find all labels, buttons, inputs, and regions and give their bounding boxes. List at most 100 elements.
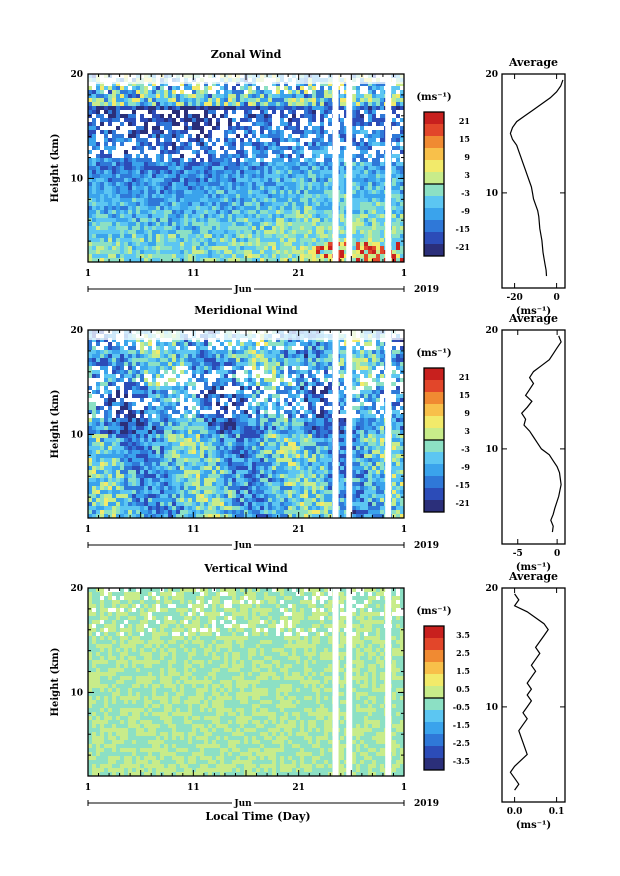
heatmap-cell xyxy=(272,126,277,131)
heatmap-cell xyxy=(184,86,189,91)
heatmap-cell xyxy=(96,154,101,159)
heatmap-cell xyxy=(308,190,313,195)
heatmap-cell xyxy=(368,150,373,155)
heatmap-cell xyxy=(100,390,105,395)
heatmap-cell xyxy=(140,166,145,171)
heatmap-cell xyxy=(220,250,225,255)
heatmap-cell xyxy=(104,374,109,379)
heatmap-cell xyxy=(100,358,105,363)
heatmap-cell xyxy=(88,478,93,483)
heatmap-cell xyxy=(220,106,225,111)
heatmap-cell xyxy=(116,342,121,347)
heatmap-cell xyxy=(148,418,153,423)
heatmap-cell xyxy=(124,234,129,239)
heatmap-cell xyxy=(132,234,137,239)
heatmap-cell xyxy=(360,130,365,135)
heatmap-cell xyxy=(136,342,141,347)
heatmap-cell xyxy=(324,230,329,235)
heatmap-cell xyxy=(88,254,93,259)
heatmap-cell xyxy=(140,362,145,367)
heatmap-cell xyxy=(232,158,237,163)
heatmap-cell xyxy=(228,258,233,263)
heatmap-cell xyxy=(256,98,261,103)
heatmap-cell xyxy=(100,138,105,143)
heatmap-cell xyxy=(176,446,181,451)
heatmap-cell xyxy=(112,114,117,119)
heatmap-cell xyxy=(176,102,181,107)
heatmap-cell xyxy=(184,178,189,183)
heatmap-cell xyxy=(152,142,157,147)
heatmap-cell xyxy=(360,142,365,147)
heatmap-cell xyxy=(372,210,377,215)
heatmap-cell xyxy=(400,198,405,203)
heatmap-cell xyxy=(248,214,253,219)
heatmap-cell xyxy=(312,206,317,211)
heatmap-cell xyxy=(260,142,265,147)
heatmap-cell xyxy=(288,166,293,171)
heatmap-cell xyxy=(112,238,117,243)
heatmap-cell xyxy=(112,134,117,139)
heatmap-cell xyxy=(96,174,101,179)
heatmap-cell xyxy=(356,150,361,155)
heatmap-cell xyxy=(304,98,309,103)
heatmap-cell xyxy=(172,382,177,387)
heatmap-cell xyxy=(272,142,277,147)
heatmap-cell xyxy=(220,90,225,95)
heatmap-cell xyxy=(216,86,221,91)
heatmap-cell xyxy=(128,238,133,243)
heatmap-cell xyxy=(260,126,265,131)
heatmap-cell xyxy=(244,174,249,179)
heatmap-cell xyxy=(116,498,121,503)
heatmap-cell xyxy=(236,254,241,259)
heatmap-cell xyxy=(104,186,109,191)
heatmap-cell xyxy=(184,238,189,243)
heatmap-cell xyxy=(312,178,317,183)
heatmap-cell xyxy=(136,502,141,507)
heatmap-cell xyxy=(396,242,401,247)
heatmap-cell xyxy=(148,402,153,407)
heatmap-cell xyxy=(344,258,349,263)
heatmap-cell xyxy=(132,514,137,519)
heatmap-cell xyxy=(168,442,173,447)
heatmap-cell xyxy=(392,238,397,243)
heatmap-cell xyxy=(100,214,105,219)
heatmap-cell xyxy=(124,130,129,135)
heatmap-cell xyxy=(392,130,397,135)
heatmap-cell xyxy=(100,422,105,427)
heatmap-cell xyxy=(160,422,165,427)
heatmap-cell xyxy=(316,126,321,131)
heatmap-cell xyxy=(140,506,145,511)
heatmap-cell xyxy=(308,226,313,231)
heatmap-cell xyxy=(196,194,201,199)
heatmap-cell xyxy=(184,362,189,367)
heatmap-cell xyxy=(96,210,101,215)
heatmap-cell xyxy=(216,214,221,219)
heatmap-cell xyxy=(116,374,121,379)
heatmap-cell xyxy=(164,154,169,159)
heatmap-cell xyxy=(88,410,93,415)
heatmap-cell xyxy=(176,430,181,435)
heatmap-cell xyxy=(116,110,121,115)
heatmap-cell xyxy=(136,90,141,95)
heatmap-cell xyxy=(244,242,249,247)
heatmap-cell xyxy=(200,122,205,127)
heatmap-cell xyxy=(168,506,173,511)
heatmap-cell xyxy=(180,498,185,503)
heatmap-cell xyxy=(136,178,141,183)
heatmap-cell xyxy=(176,482,181,487)
heatmap-cell xyxy=(364,230,369,235)
heatmap-cell xyxy=(300,82,305,87)
heatmap-cell xyxy=(140,394,145,399)
heatmap-cell xyxy=(220,150,225,155)
heatmap-cell xyxy=(256,154,261,159)
heatmap-cell xyxy=(368,226,373,231)
heatmap-cell xyxy=(272,134,277,139)
heatmap-cell xyxy=(316,94,321,99)
heatmap-cell xyxy=(208,226,213,231)
heatmap-cell xyxy=(216,186,221,191)
heatmap-cell xyxy=(144,98,149,103)
heatmap-cell xyxy=(216,122,221,127)
heatmap-cell xyxy=(100,122,105,127)
heatmap-cell xyxy=(236,94,241,99)
heatmap-cell xyxy=(340,238,345,243)
